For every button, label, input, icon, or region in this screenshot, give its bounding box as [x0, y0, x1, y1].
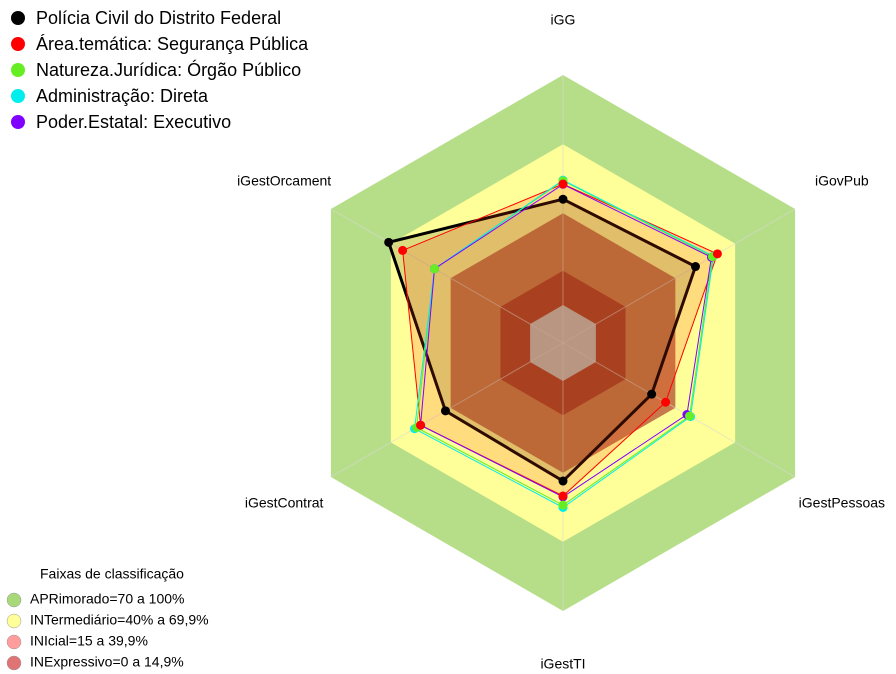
legend-label: Administração: Direta — [36, 86, 209, 106]
point — [558, 476, 568, 486]
legend-marker — [11, 63, 25, 77]
band-legend-marker — [6, 634, 22, 650]
point — [647, 389, 657, 399]
legend-marker — [11, 89, 25, 103]
legend-marker — [11, 11, 25, 25]
legend-label: Polícia Civil do Distrito Federal — [36, 8, 281, 28]
band-legend-label: INTermediário=40% a 69,9% — [30, 612, 209, 628]
bands-title: Faixas de classificação — [40, 566, 184, 582]
point — [384, 237, 394, 247]
axis-label: iGestContrat — [245, 495, 324, 511]
legend-label: Área.temática: Segurança Pública — [36, 34, 309, 54]
band-legend-marker — [6, 592, 22, 608]
axis-label: iGestTI — [540, 656, 585, 672]
axis-label: iGovPub — [815, 173, 869, 189]
point — [558, 500, 568, 510]
point — [690, 262, 700, 272]
point — [430, 264, 440, 274]
spoke — [562, 342, 796, 478]
axis-label: iGestOrcament — [237, 173, 331, 189]
point — [398, 245, 408, 255]
legend-label: Natureza.Jurídica: Órgão Público — [36, 59, 301, 80]
band-legend-marker — [6, 613, 22, 629]
band-legend-marker — [6, 655, 22, 671]
point — [558, 194, 568, 204]
point — [661, 397, 671, 407]
legend-marker — [11, 37, 25, 51]
legend-label: Poder.Estatal: Executivo — [36, 112, 231, 132]
point — [416, 420, 426, 430]
axis-label: iGestPessoas — [799, 495, 885, 511]
point — [440, 406, 450, 416]
point — [558, 491, 568, 501]
band-legend-label: APRimorado=70 a 100% — [30, 591, 185, 607]
legend-marker — [11, 115, 25, 129]
point — [558, 179, 568, 189]
spoke — [562, 208, 796, 344]
spoke — [330, 208, 564, 344]
point — [712, 249, 722, 259]
band-legend-label: INIcial=15 a 39,9% — [30, 633, 148, 649]
band-legend-label: INExpressivo=0 a 14,9% — [30, 654, 184, 670]
point — [685, 411, 695, 421]
axis-label: iGG — [551, 12, 576, 28]
